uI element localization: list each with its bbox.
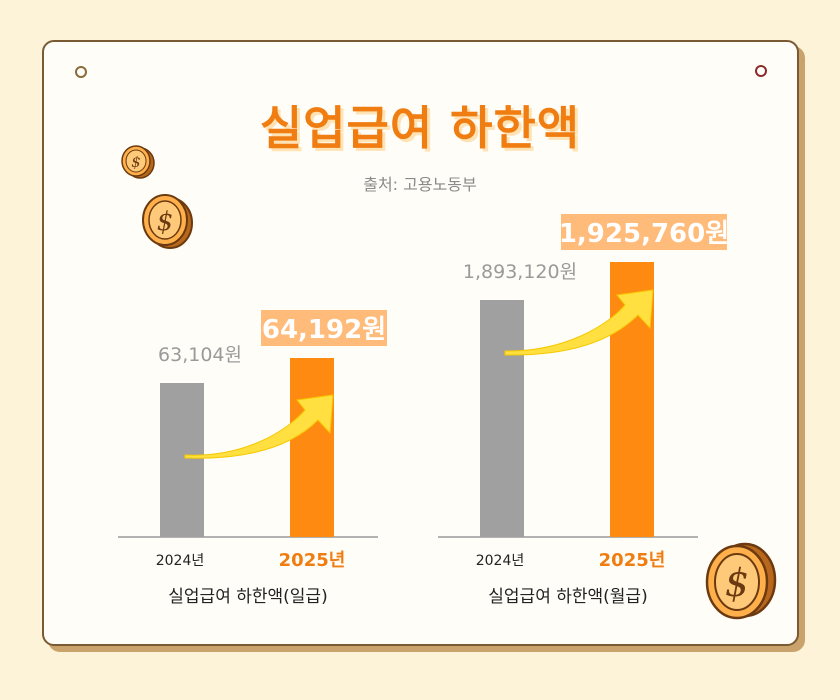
category-label-2025: 2025년 (599, 550, 666, 571)
category-label-2024: 2024년 (476, 553, 525, 569)
value-label-box (561, 214, 727, 250)
pin-right-icon (755, 65, 767, 77)
value-label-2025: 64,192원 (262, 315, 386, 345)
dollar-coin-icon: $ (705, 542, 777, 620)
value-label-2025: 1,925,760원 (559, 219, 729, 249)
dollar-coin-icon: $ (142, 194, 193, 249)
chart-caption: 실업급여 하한액(월급) (488, 587, 647, 607)
category-label-2025: 2025년 (279, 550, 346, 571)
chart-caption: 실업급여 하한액(일급) (168, 587, 327, 607)
bar-2024 (160, 383, 204, 537)
svg-text:$: $ (725, 561, 749, 605)
pin-left-icon (75, 66, 87, 78)
dollar-coin-icon: $ (121, 145, 155, 179)
value-label-box (261, 310, 387, 346)
bar-2025 (290, 358, 334, 537)
infographic-card (42, 40, 799, 646)
growth-arrow-icon (504, 289, 654, 356)
source-note: 출처: 고용노동부 (363, 175, 477, 194)
page-title: 실업급여 하한액 (259, 101, 581, 155)
value-label-2024: 1,893,120원 (463, 261, 577, 283)
growth-arrow-icon (184, 394, 334, 459)
svg-text:$: $ (157, 207, 174, 237)
bar-2024 (480, 300, 524, 537)
value-label-2024: 63,104원 (158, 344, 242, 366)
svg-text:$: $ (131, 153, 141, 171)
category-label-2024: 2024년 (156, 553, 205, 569)
